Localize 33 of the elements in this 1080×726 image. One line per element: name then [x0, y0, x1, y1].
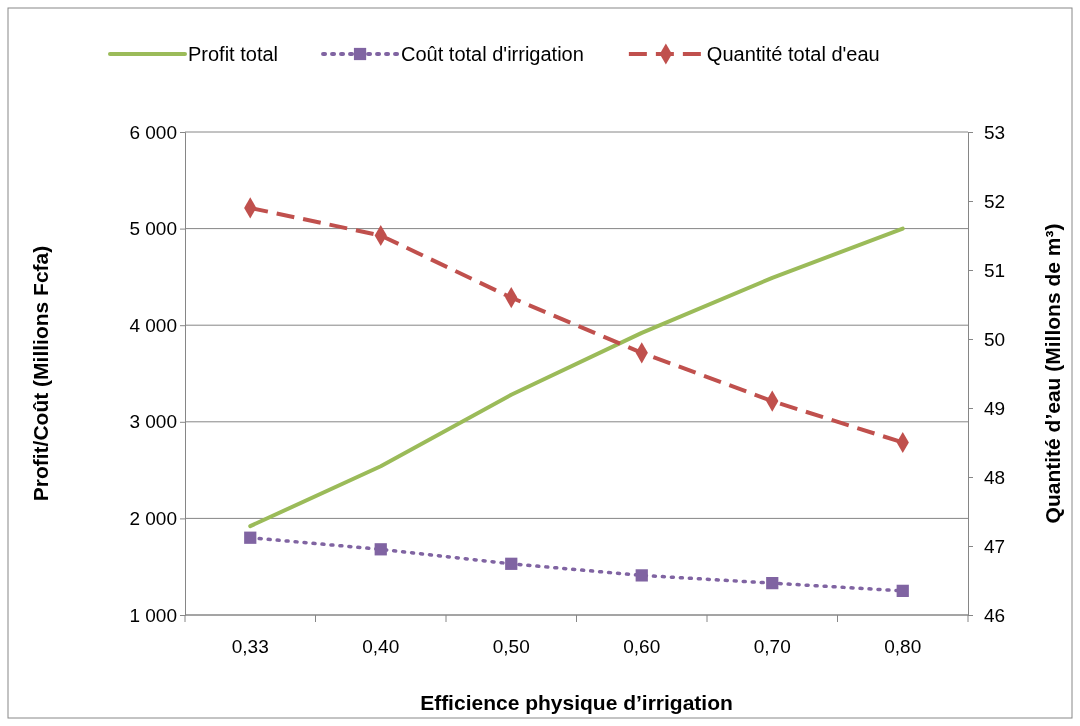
y2-tick-label: 49 [984, 397, 1006, 419]
x-tick-label: 0,50 [492, 636, 530, 657]
x-tick-label: 0,40 [362, 636, 400, 657]
y2-tick-label: 46 [984, 604, 1006, 626]
y2-axis-title: Quantité d’eau (Millons de m³) [1041, 223, 1064, 524]
y2-tick-label: 53 [984, 121, 1006, 143]
y-tick-label: 4 000 [129, 314, 177, 336]
point [244, 531, 257, 544]
y2-tick-label: 50 [984, 328, 1006, 350]
y-tick-label: 3 000 [129, 411, 177, 433]
y2-tick-label: 51 [984, 259, 1006, 281]
x-tick-label: 0,80 [884, 636, 922, 657]
x-tick-label: 0,33 [231, 636, 269, 657]
y2-tick-label: 52 [984, 190, 1006, 212]
y-tick-label: 6 000 [129, 121, 177, 143]
point [374, 543, 387, 556]
legend-label: Quantité total d'eau [706, 43, 880, 65]
point [635, 569, 648, 582]
legend-label: Profit total [188, 43, 279, 65]
point [505, 557, 518, 570]
y-axis-title: Profit/Coût (Millions Fcfa) [29, 245, 52, 502]
y-tick-label: 2 000 [129, 507, 177, 529]
line-series [248, 226, 905, 529]
legend-label: Coût total d'irrigation [401, 43, 584, 65]
y2-tick-label: 47 [984, 535, 1006, 557]
y2-tick-label: 48 [984, 466, 1006, 488]
x-tick-label: 0,70 [753, 636, 791, 657]
y-tick-label: 1 000 [129, 604, 177, 626]
y-tick-label: 5 000 [129, 218, 177, 240]
point [766, 577, 779, 590]
x-tick-label: 0,60 [623, 636, 661, 657]
x-axis-title: Efficience physique d’irrigation [420, 691, 733, 714]
point [896, 584, 909, 597]
